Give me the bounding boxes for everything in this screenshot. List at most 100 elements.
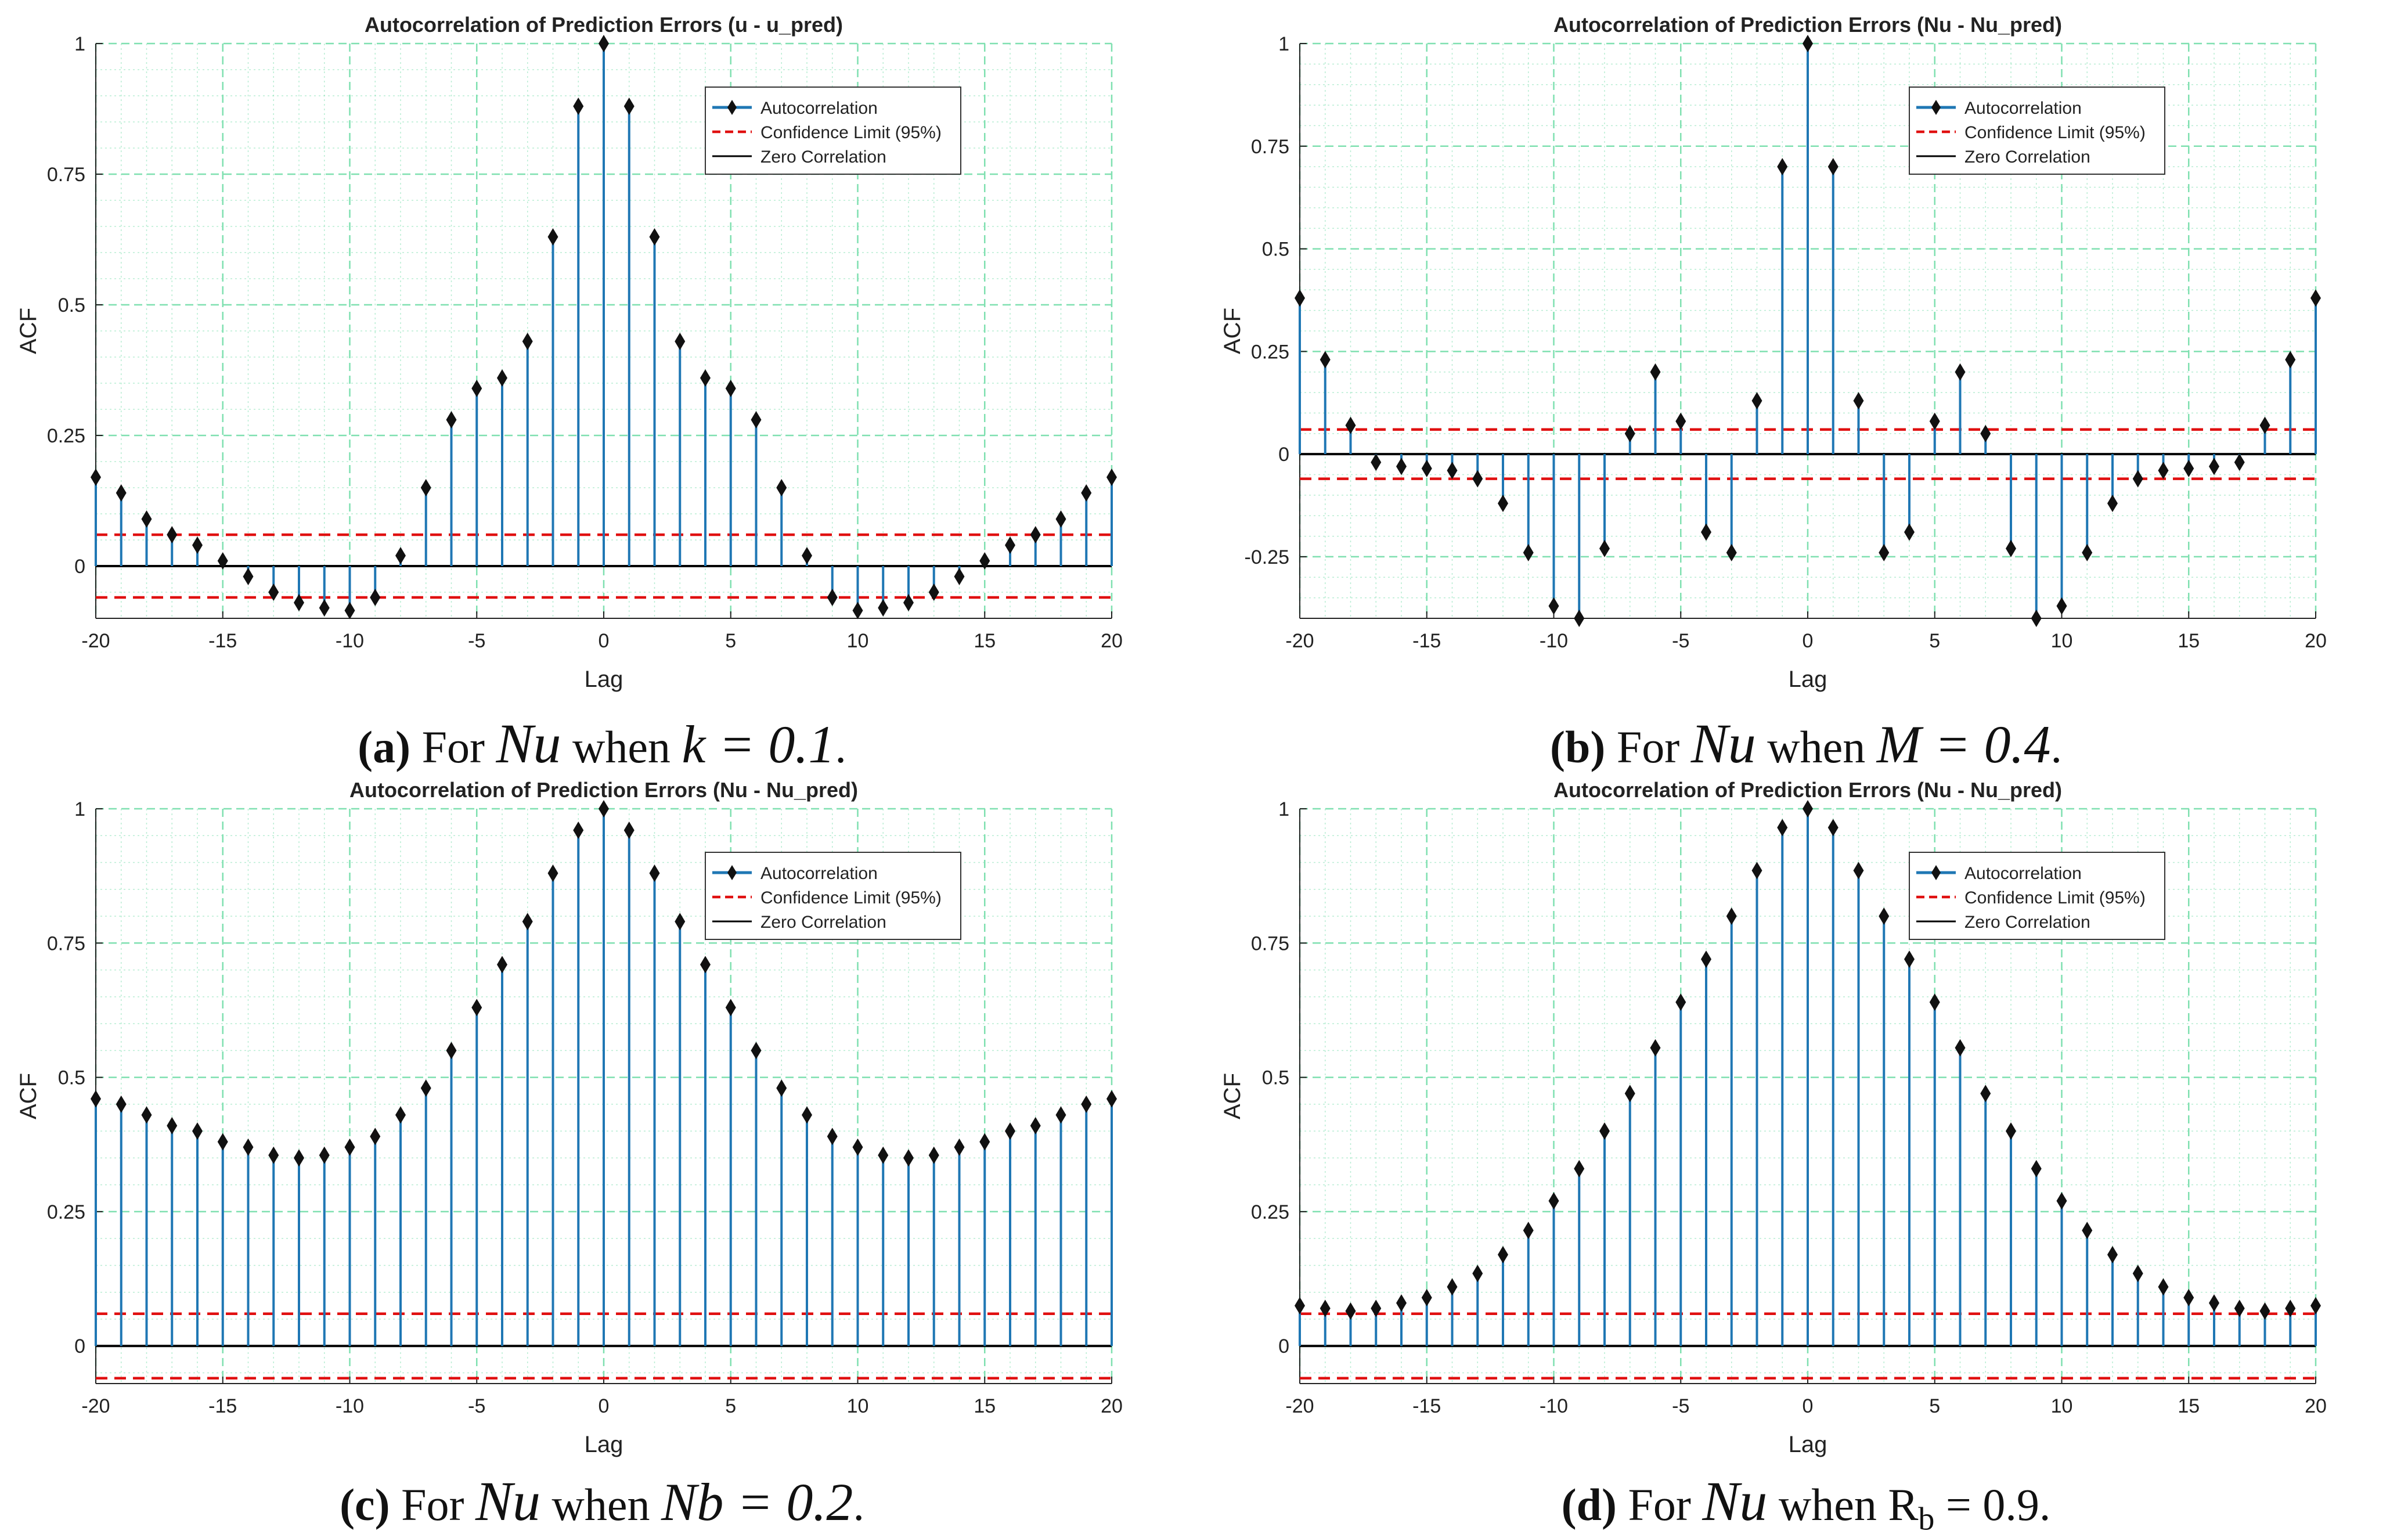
acf-marker — [1980, 1085, 1991, 1103]
caption-label: (d) — [1561, 1479, 1617, 1530]
acf-marker — [2082, 1222, 2093, 1240]
caption-variable: Nu — [1702, 1470, 1768, 1532]
x-tick-label: -20 — [1285, 1395, 1314, 1417]
acf-marker — [802, 547, 812, 564]
acf-marker — [725, 380, 736, 397]
acf-marker — [91, 469, 101, 486]
acf-marker — [294, 1149, 304, 1167]
acf-marker — [1650, 1039, 1661, 1057]
acf-stems — [1295, 800, 2321, 1346]
legend-label: Autocorrelation — [760, 864, 878, 883]
y-tick-label: 0.75 — [47, 164, 85, 186]
x-tick-label: -20 — [81, 630, 110, 652]
acf-marker — [1106, 1090, 1117, 1108]
caption-equation: Nb = 0.2 — [661, 1472, 853, 1532]
acf-marker — [1523, 1222, 1534, 1240]
y-axis-label: ACF — [1220, 308, 1245, 354]
x-tick-label: -10 — [1540, 630, 1568, 652]
acf-marker — [1853, 862, 1864, 880]
acf-stems — [1295, 35, 2321, 627]
acf-marker — [1929, 993, 1940, 1011]
legend-label: Confidence Limit (95%) — [1964, 123, 2146, 142]
acf-marker — [852, 1138, 863, 1156]
acf-marker — [776, 1079, 787, 1097]
acf-marker — [2310, 289, 2321, 307]
acf-marker — [141, 1106, 152, 1124]
caption-variable: Nu — [475, 1470, 541, 1532]
caption-label: (c) — [340, 1479, 390, 1530]
acf-marker — [268, 583, 279, 601]
acf-marker — [979, 1133, 990, 1151]
caption-equation: M = 0.4 — [1876, 715, 2051, 774]
acf-marker — [700, 956, 711, 974]
y-tick-label: 0.75 — [1251, 136, 1289, 158]
acf-marker — [2310, 1296, 2321, 1314]
acf-marker — [1396, 458, 1407, 476]
acf-marker — [1030, 526, 1041, 543]
caption-d: (d) For Nu when Rb = 0.9. — [1204, 1469, 2408, 1538]
chart-title: Autocorrelation of Prediction Errors (Nu… — [1553, 13, 2062, 37]
acf-marker — [2056, 1192, 2067, 1210]
legend: Autocorrelation Confidence Limit (95%) Zer… — [1909, 852, 2165, 940]
x-tick-label: 0 — [1803, 630, 1814, 652]
legend-marker — [1931, 100, 1941, 115]
acf-marker — [1421, 1288, 1432, 1306]
legend-label: Autocorrelation — [760, 99, 878, 118]
acf-marker — [1081, 484, 1092, 502]
y-axis-label: ACF — [1220, 1073, 1245, 1119]
acf-marker — [1498, 495, 1508, 512]
x-tick-label: -20 — [1285, 630, 1314, 652]
x-tick-label: 0 — [599, 1395, 610, 1417]
acf-marker — [1320, 1299, 1331, 1317]
acf-marker — [573, 822, 584, 840]
acf-marker — [2031, 1159, 2042, 1177]
y-tick-label: 0.75 — [47, 932, 85, 955]
acf-marker — [268, 1146, 279, 1164]
acf-marker — [1624, 1085, 1635, 1103]
acf-marker — [2107, 1245, 2118, 1263]
acf-marker — [497, 369, 507, 387]
y-axis-label: ACF — [16, 308, 41, 354]
acf-marker — [725, 999, 736, 1017]
acf-marker — [1904, 523, 1915, 541]
acf-marker — [1955, 1039, 1966, 1057]
acf-marker — [903, 1149, 914, 1167]
legend-label: Autocorrelation — [1964, 864, 2082, 883]
acf-marker — [1980, 424, 1991, 442]
x-tick-label: -5 — [468, 630, 485, 652]
caption-prefix: For — [1628, 1479, 1691, 1530]
x-tick-label: 20 — [1101, 630, 1123, 652]
acf-marker — [1599, 1122, 1610, 1140]
acf-marker — [2082, 543, 2093, 561]
acf-marker — [649, 865, 660, 883]
x-tick-label: -5 — [1672, 1395, 1689, 1417]
acf-marker — [1447, 462, 1458, 480]
acf-marker — [1624, 424, 1635, 442]
acf-marker — [1827, 819, 1839, 837]
acf-marker — [395, 1106, 406, 1124]
x-axis-label: Lag — [585, 1432, 623, 1457]
acf-marker — [192, 536, 203, 554]
caption-eq-value: = 0.9 — [1945, 1479, 2039, 1530]
acf-marker — [2006, 1122, 2016, 1140]
acf-marker — [954, 1138, 965, 1156]
acf-marker — [802, 1106, 812, 1124]
x-tick-label: 5 — [725, 1395, 736, 1417]
y-tick-label: 1 — [1278, 33, 1289, 55]
acf-chart-d: Autocorrelation of Prediction Errors (Nu… — [1220, 778, 2327, 1457]
x-tick-label: -10 — [1540, 1395, 1568, 1417]
y-tick-label: 0.25 — [1251, 341, 1289, 363]
x-tick-label: 5 — [1929, 1395, 1940, 1417]
caption-prefix: For — [421, 722, 485, 772]
x-tick-label: 10 — [2051, 630, 2073, 652]
acf-marker — [1396, 1294, 1407, 1312]
acf-marker — [623, 822, 635, 840]
acf-chart-b: Autocorrelation of Prediction Errors (Nu… — [1220, 13, 2327, 692]
acf-marker — [2285, 351, 2296, 369]
legend-marker — [727, 100, 737, 115]
x-tick-label: 10 — [847, 1395, 869, 1417]
legend-label: Confidence Limit (95%) — [760, 123, 942, 142]
acf-marker — [1447, 1278, 1458, 1296]
acf-marker — [2183, 1288, 2194, 1306]
acf-marker — [1803, 35, 1813, 52]
